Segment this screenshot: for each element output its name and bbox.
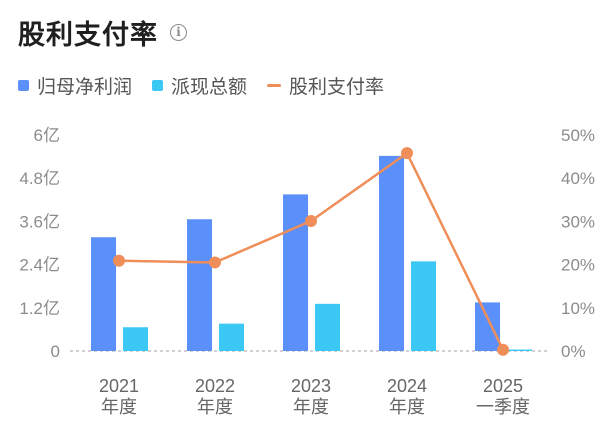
left-axis-tick-label: 0	[51, 342, 60, 361]
chart-title: 股利支付率	[18, 19, 158, 50]
legend-label-payout-ratio: 股利支付率	[289, 77, 385, 98]
right-axis-tick-label: 30%	[561, 212, 595, 231]
point-payout-ratio[interactable]	[113, 254, 125, 267]
bar-net-profit[interactable]	[379, 155, 404, 351]
right-axis-tick-label: 10%	[561, 299, 595, 318]
point-payout-ratio[interactable]	[305, 214, 317, 227]
left-axis-tick-label: 3.6亿	[19, 212, 60, 231]
x-axis-tick-period: 一季度	[476, 397, 530, 417]
legend-item-payout-ratio[interactable]: 股利支付率	[267, 72, 384, 99]
right-axis-tick-label: 20%	[561, 256, 595, 275]
legend-swatch-net-profit	[18, 80, 29, 91]
x-axis-tick-year: 2021	[99, 376, 139, 396]
bar-net-profit[interactable]	[475, 302, 500, 351]
x-axis-tick-year: 2025	[483, 376, 523, 396]
bar-net-profit[interactable]	[283, 194, 308, 351]
x-axis-tick-year: 2024	[387, 376, 427, 396]
chart-header: 股利支付率 i	[18, 10, 187, 54]
bar-dividend[interactable]	[123, 327, 148, 351]
legend-item-net-profit[interactable]: 归母净利润	[18, 72, 132, 99]
x-axis-tick-year: 2022	[195, 376, 235, 396]
x-axis-tick-year: 2023	[291, 376, 331, 396]
legend-label-net-profit: 归母净利润	[37, 77, 133, 98]
chart-legend: 归母净利润 派现总额 股利支付率	[18, 72, 404, 99]
legend-swatch-dividend	[152, 80, 164, 91]
right-axis-tick-label: 0%	[561, 342, 586, 361]
bar-dividend[interactable]	[411, 261, 436, 351]
left-axis-tick-label: 2.4亿	[19, 256, 60, 275]
bar-dividend[interactable]	[219, 323, 244, 351]
x-axis-tick-period: 年度	[197, 397, 233, 417]
line-payout-ratio	[118, 151, 505, 351]
bar-dividend[interactable]	[315, 303, 340, 351]
bar-net-profit[interactable]	[187, 219, 212, 351]
x-axis-tick-period: 年度	[293, 397, 329, 417]
left-axis-tick-label: 4.8亿	[19, 169, 60, 188]
right-axis-tick-label: 40%	[561, 169, 595, 188]
right-axis-tick-label: 50%	[561, 126, 595, 145]
x-axis-tick-period: 年度	[101, 397, 137, 417]
legend-swatch-payout-ratio	[267, 84, 282, 87]
left-axis-tick-label: 6亿	[34, 126, 60, 145]
left-axis-tick-label: 1.2亿	[19, 299, 60, 318]
x-axis-tick-period: 年度	[389, 397, 425, 417]
info-icon[interactable]: i	[170, 23, 187, 41]
legend-label-dividend: 派现总额	[171, 77, 248, 98]
bar-dividend[interactable]	[507, 349, 532, 351]
legend-item-dividend[interactable]: 派现总额	[152, 72, 247, 99]
point-payout-ratio[interactable]	[401, 147, 413, 160]
point-payout-ratio[interactable]	[497, 343, 509, 356]
bar-net-profit[interactable]	[91, 237, 116, 351]
point-payout-ratio[interactable]	[209, 256, 221, 269]
